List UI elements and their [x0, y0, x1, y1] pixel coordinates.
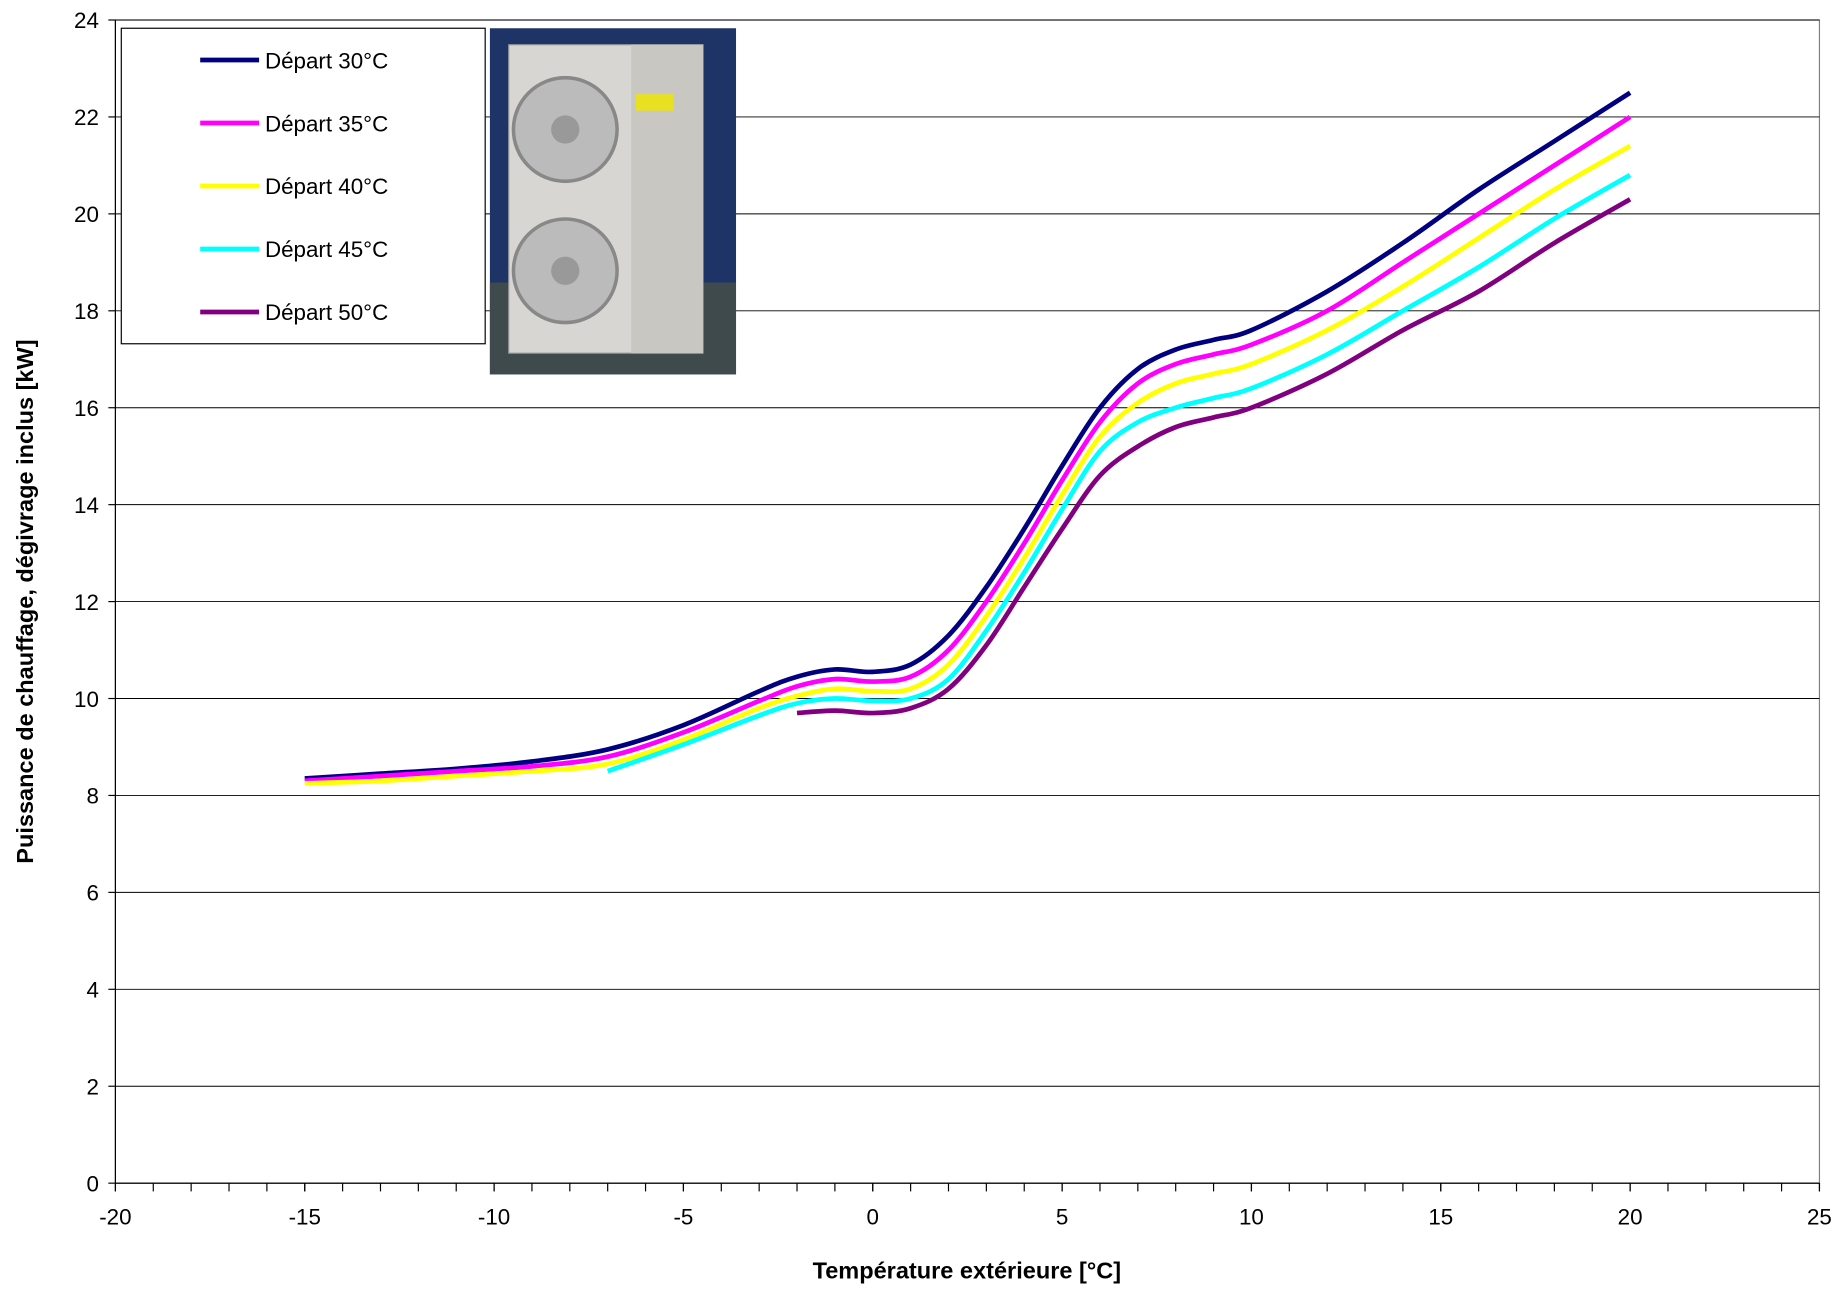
legend-label: Départ 35°C — [265, 111, 388, 136]
y-tick-label: 0 — [86, 1171, 98, 1196]
y-tick-label: 14 — [74, 493, 99, 518]
legend-label: Départ 40°C — [265, 174, 388, 199]
legend-label: Départ 30°C — [265, 48, 388, 73]
series-line — [606, 173, 1632, 774]
y-tick-label: 18 — [74, 299, 99, 324]
y-tick-label: 16 — [74, 396, 99, 421]
y-tick-label: 22 — [74, 105, 99, 130]
series-line — [304, 114, 1632, 784]
y-axis-label: Puissance de chauffage, dégivrage inclus… — [12, 339, 38, 863]
x-tick-label: 10 — [1239, 1204, 1264, 1229]
series-line — [304, 90, 1632, 781]
y-tick-label: 4 — [86, 978, 98, 1003]
series-line — [304, 143, 1632, 786]
x-tick-label: 15 — [1428, 1204, 1453, 1229]
series-line — [796, 197, 1632, 716]
x-tick-label: -10 — [478, 1204, 510, 1229]
x-tick-label: 0 — [867, 1204, 879, 1229]
legend-label: Départ 50°C — [265, 300, 388, 325]
y-tick-label: 10 — [74, 687, 99, 712]
y-tick-label: 12 — [74, 590, 99, 615]
legend-box — [120, 27, 486, 345]
y-tick-label: 6 — [86, 881, 98, 906]
y-tick-label: 2 — [86, 1074, 98, 1099]
x-tick-label: 5 — [1056, 1204, 1068, 1229]
x-tick-label: -15 — [289, 1204, 321, 1229]
y-tick-label: 8 — [86, 784, 98, 809]
y-tick-label: 24 — [74, 8, 99, 33]
y-tick-label: 20 — [74, 202, 99, 227]
product-photo — [489, 28, 737, 375]
x-tick-label: -20 — [99, 1204, 131, 1229]
legend-label: Départ 45°C — [265, 237, 388, 262]
x-tick-label: 20 — [1618, 1204, 1643, 1229]
x-tick-label: -5 — [673, 1204, 693, 1229]
x-axis-label: Température extérieure [°C] — [813, 1258, 1122, 1284]
x-tick-label: 25 — [1807, 1204, 1832, 1229]
